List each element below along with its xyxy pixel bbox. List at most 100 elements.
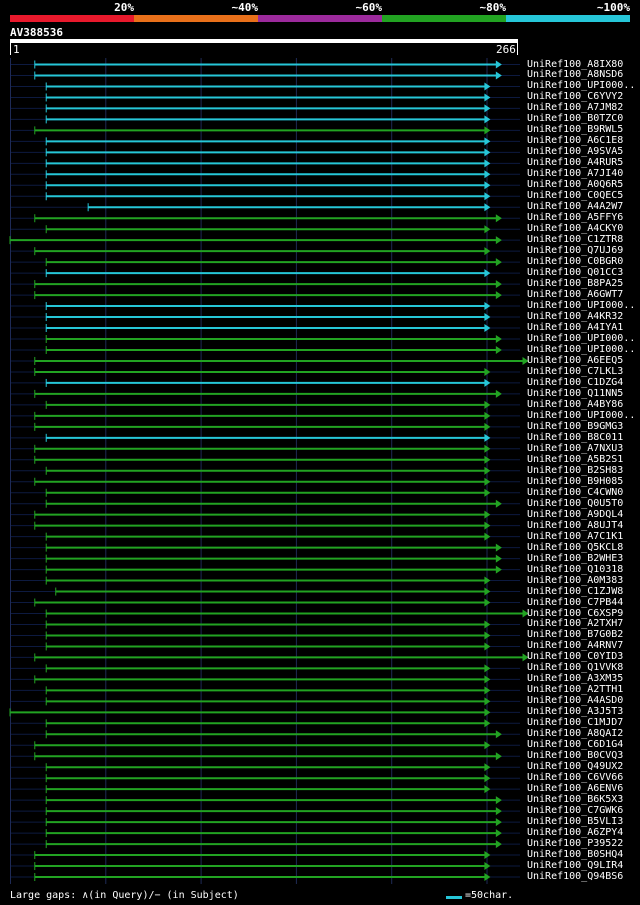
hit-label[interactable]: UniRef100_A2TXH7 xyxy=(527,618,624,630)
hit-label[interactable]: UniRef100_A7NXU3 xyxy=(527,442,624,454)
hit-alignment xyxy=(55,587,491,596)
hit-label[interactable]: UniRef100_A3XM35 xyxy=(527,673,624,685)
hit-label[interactable]: UniRef100_UPI000.. xyxy=(527,333,636,344)
hit-label[interactable]: UniRef100_A9DQL4 xyxy=(527,508,624,520)
hit-alignment xyxy=(34,126,491,135)
hit-label[interactable]: UniRef100_A3J5T3 xyxy=(527,706,624,718)
hit-alignment xyxy=(34,71,502,80)
hit-alignment xyxy=(45,378,491,387)
hit-label[interactable]: UniRef100_C6XSP9 xyxy=(527,607,624,619)
hit-label[interactable]: UniRef100_Q10318 xyxy=(527,563,624,575)
hit-end-arrow xyxy=(484,378,491,387)
hit-label[interactable]: UniRef100_A6GWT7 xyxy=(527,289,624,301)
hit-label[interactable]: UniRef100_A6C1E8 xyxy=(527,135,624,147)
hit-label[interactable]: UniRef100_C6D1G4 xyxy=(527,739,624,751)
hit-end-arrow xyxy=(484,697,491,706)
hit-label[interactable]: UniRef100_Q1VVK8 xyxy=(527,662,624,674)
hit-label[interactable]: UniRef100_C0QEC5 xyxy=(527,190,624,202)
hit-label[interactable]: UniRef100_Q5KCL8 xyxy=(527,541,624,553)
hit-label[interactable]: UniRef100_C1MJD7 xyxy=(527,717,624,729)
hit-label[interactable]: UniRef100_B6K5X3 xyxy=(527,794,624,806)
hit-label[interactable]: UniRef100_A8QAI2 xyxy=(527,728,624,740)
hit-end-arrow xyxy=(484,708,491,717)
hit-label[interactable]: UniRef100_UPI000.. xyxy=(527,300,636,312)
hit-label[interactable]: UniRef100_UPI000.. xyxy=(527,343,636,355)
hit-alignment xyxy=(45,104,491,113)
hit-label[interactable]: UniRef100_Q7UJ69 xyxy=(527,245,624,257)
hit-label[interactable]: UniRef100_Q94BS6 xyxy=(527,871,624,883)
hit-label[interactable]: UniRef100_B0CVQ3 xyxy=(527,750,624,762)
hit-label[interactable]: UniRef100_A4IYA1 xyxy=(527,322,624,334)
hit-label[interactable]: UniRef100_B9RWL5 xyxy=(527,124,624,136)
hit-label[interactable]: UniRef100_A0Q6R5 xyxy=(527,179,624,191)
hit-label[interactable]: UniRef100_Q49UX2 xyxy=(527,761,624,773)
hit-label[interactable]: UniRef100_A8IX80 xyxy=(527,58,624,70)
hit-label[interactable]: UniRef100_C7LKL3 xyxy=(527,365,624,377)
hit-end-arrow xyxy=(484,510,491,519)
hit-label[interactable]: UniRef100_UPI000.. xyxy=(527,80,636,92)
hit-label[interactable]: UniRef100_A7C1K1 xyxy=(527,530,624,542)
hit-label[interactable]: UniRef100_A4BY86 xyxy=(527,398,624,410)
hit-label[interactable]: UniRef100_C0BGR0 xyxy=(527,256,624,268)
hit-label[interactable]: UniRef100_A6ENV6 xyxy=(527,783,624,795)
hit-label[interactable]: UniRef100_A4KR32 xyxy=(527,311,624,323)
hit-label[interactable]: UniRef100_A7JI40 xyxy=(527,168,624,180)
hit-end-arrow xyxy=(495,389,502,398)
hit-label[interactable]: UniRef100_A8UJT4 xyxy=(527,519,624,531)
hit-label[interactable]: UniRef100_Q0U5T0 xyxy=(527,497,624,509)
hit-label[interactable]: UniRef100_B8PA25 xyxy=(527,278,624,290)
hit-end-arrow xyxy=(484,302,491,311)
hit-label[interactable]: UniRef100_C7GWK6 xyxy=(527,805,624,817)
hit-end-arrow xyxy=(484,313,491,322)
hit-label[interactable]: UniRef100_A5FFY6 xyxy=(527,212,624,224)
hit-label[interactable]: UniRef100_A0M383 xyxy=(527,574,624,586)
hit-alignment xyxy=(34,752,502,761)
hit-label[interactable]: UniRef100_C1ZTR8 xyxy=(527,234,624,246)
hit-label[interactable]: UniRef100_B2WHE3 xyxy=(527,552,624,564)
hit-label[interactable]: UniRef100_UPI000.. xyxy=(527,409,636,421)
hit-label[interactable]: UniRef100_C0YID3 xyxy=(527,651,624,663)
hit-alignment xyxy=(45,686,491,695)
hit-label[interactable]: UniRef100_B2SH83 xyxy=(527,464,624,476)
hit-label[interactable]: UniRef100_A6EEQ5 xyxy=(527,354,624,366)
hit-label[interactable]: UniRef100_A6ZPY4 xyxy=(527,827,624,839)
hit-label[interactable]: UniRef100_B5VLI3 xyxy=(527,816,624,828)
hit-label[interactable]: UniRef100_A2TTH1 xyxy=(527,684,624,696)
hit-label[interactable]: UniRef100_P39522 xyxy=(527,838,624,850)
hit-label[interactable]: UniRef100_C1ZJW8 xyxy=(527,585,624,597)
hit-label[interactable]: UniRef100_B0TZC0 xyxy=(527,113,624,125)
hit-label[interactable]: UniRef100_B8C011 xyxy=(527,431,624,443)
hit-label[interactable]: UniRef100_C7PB44 xyxy=(527,596,624,608)
hit-label[interactable]: UniRef100_B7G0B2 xyxy=(527,629,624,641)
hit-alignment xyxy=(45,115,491,124)
hit-end-arrow xyxy=(484,444,491,453)
hit-end-arrow xyxy=(495,258,502,267)
hit-end-arrow xyxy=(495,543,502,552)
hit-label[interactable]: UniRef100_C6YVY2 xyxy=(527,91,624,103)
hit-alignment xyxy=(45,565,502,574)
hit-label[interactable]: UniRef100_C4CWN0 xyxy=(527,486,624,498)
hit-label[interactable]: UniRef100_A4A2W7 xyxy=(527,201,624,213)
hit-label[interactable]: UniRef100_B0SHQ4 xyxy=(527,849,624,861)
hit-label[interactable]: UniRef100_B9H085 xyxy=(527,475,624,487)
hit-label[interactable]: UniRef100_C1DZG4 xyxy=(527,376,624,388)
hit-alignment xyxy=(34,422,491,431)
hit-label[interactable]: UniRef100_A4RNV7 xyxy=(527,640,624,652)
hit-label[interactable]: UniRef100_C6VV66 xyxy=(527,772,624,784)
hit-alignment xyxy=(34,862,491,871)
hit-label[interactable]: UniRef100_Q9LIR4 xyxy=(527,860,624,872)
hit-label[interactable]: UniRef100_A4ASD0 xyxy=(527,695,624,707)
scale-segment xyxy=(258,15,382,22)
hit-label[interactable]: UniRef100_A4CKY0 xyxy=(527,223,624,235)
hit-label[interactable]: UniRef100_A7JM82 xyxy=(527,102,624,114)
hit-label[interactable]: UniRef100_A9SVA5 xyxy=(527,146,624,158)
hit-label[interactable]: UniRef100_A4RUR5 xyxy=(527,157,624,169)
hit-end-arrow xyxy=(522,609,529,618)
hit-label[interactable]: UniRef100_A8NSD6 xyxy=(527,69,624,81)
hit-label[interactable]: UniRef100_Q11NN5 xyxy=(527,387,624,399)
scale-segment xyxy=(134,15,258,22)
hit-label[interactable]: UniRef100_B9GMG3 xyxy=(527,420,624,432)
hit-label[interactable]: UniRef100_Q01CC3 xyxy=(527,267,624,279)
hit-end-arrow xyxy=(484,587,491,596)
hit-label[interactable]: UniRef100_A5B2S1 xyxy=(527,453,624,465)
